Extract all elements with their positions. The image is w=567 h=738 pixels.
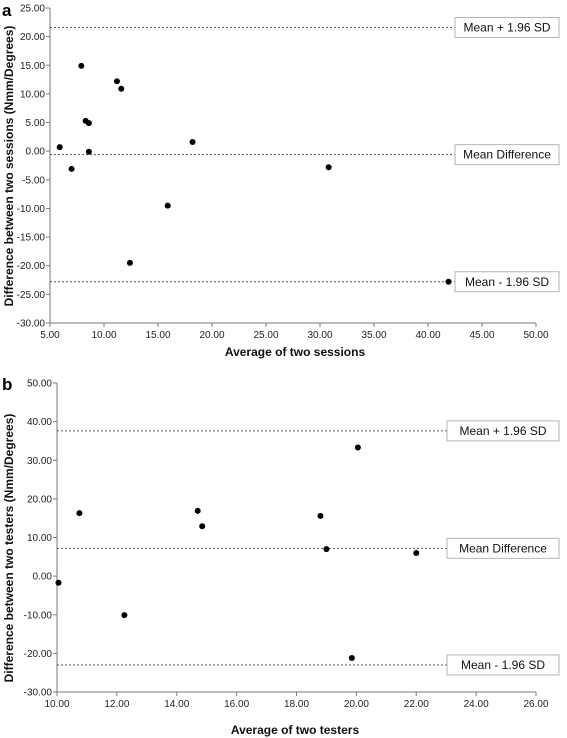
panel-a-x-tick-label: 50.00 <box>523 330 548 341</box>
panel-b-y-tick-label: 10.00 <box>27 533 52 544</box>
panel-a-x-tick-label: 15.00 <box>145 330 170 341</box>
panel-b-data-point <box>199 523 206 530</box>
panel-b-data-point <box>323 546 330 553</box>
panel-a-data-point <box>85 120 92 127</box>
panel-a-reference-label: Mean - 1.96 SD <box>465 275 549 289</box>
panel-a-reference-label: Mean Difference <box>463 148 551 162</box>
panel-a-y-tick-label: -5.00 <box>22 175 45 186</box>
panel-b-data-point <box>55 579 62 586</box>
panel-a-data-point <box>78 62 85 69</box>
panel-b-data-point <box>317 512 324 519</box>
panel-a-reference-label-box <box>454 16 560 38</box>
panel-b-x-tick-label: 24.00 <box>464 699 489 710</box>
panel-b-reference-label-box <box>446 654 560 676</box>
panel-a-y-tick-label: -30.00 <box>17 319 46 330</box>
panel-b-x-tick-label: 16.00 <box>224 699 249 710</box>
panel-a-y-tick-label: 25.00 <box>20 4 45 15</box>
panel-b-x-tick-label: 26.00 <box>523 699 548 710</box>
panel-a-data-point <box>113 78 120 85</box>
panel-b-reference-label-box <box>446 420 560 442</box>
panel-a-plot-area: 25.00 20.00 15.00 10.00 5.00 0.00 -5.00 -10.00 -… <box>17 4 560 341</box>
panel-a-letter: a <box>2 1 12 20</box>
panel-b-x-tick-label: 14.00 <box>164 699 189 710</box>
panel-a-data-point <box>164 202 171 209</box>
panel-b-reference-label: Mean - 1.96 SD <box>461 658 545 672</box>
panel-b-reference-label: Mean Difference <box>459 541 547 555</box>
panel-b-data-point <box>194 507 201 514</box>
panel-a-y-tick-label: 10.00 <box>20 89 45 100</box>
panel-a-x-tick-label: 10.00 <box>91 330 116 341</box>
panel-a-x-tick-label: 35.00 <box>361 330 386 341</box>
panel-a-y-tick-label: -20.00 <box>17 261 46 272</box>
panel-b-y-axis-title: Difference between two testers (Nmm/Degr… <box>2 414 16 683</box>
panel-b-x-tick-label: 18.00 <box>284 699 309 710</box>
panel-a-x-tick-label: 45.00 <box>469 330 494 341</box>
panel-b-data-point <box>354 444 361 451</box>
panel-b-reference-label: Mean + 1.96 SD <box>459 424 546 438</box>
panel-a-x-tick-label: 40.00 <box>415 330 440 341</box>
panel-b-y-tick-label: -20.00 <box>24 649 53 660</box>
panel-a-y-tick-label: -15.00 <box>17 233 46 244</box>
panel-a-reference-label-box <box>454 144 560 166</box>
panel-a-data-point <box>85 148 92 155</box>
panel-a-x-axis-title: Average of two sessions <box>225 345 366 359</box>
panel-a-data-point <box>56 144 63 151</box>
panel-b-data-point <box>121 612 128 619</box>
panel-b-y-tick-label: -10.00 <box>24 610 53 621</box>
panel-b-data-point <box>76 510 83 517</box>
panel-b-y-tick-label: 50.00 <box>27 379 52 390</box>
panel-b-x-tick-label: 20.00 <box>344 699 369 710</box>
panel-b-x-tick-label: 22.00 <box>404 699 429 710</box>
panel-b-data-point <box>348 655 355 662</box>
panel-a-reference-label: Mean + 1.96 SD <box>463 20 550 34</box>
panel-a-y-tick-label: -25.00 <box>17 290 46 301</box>
panel-a-y-axis-title: Difference between two sessions (Nmm/Deg… <box>2 26 16 307</box>
panel-b-x-tick-label: 12.00 <box>104 699 129 710</box>
panel-b-data-point <box>413 549 420 556</box>
panel-a-x-tick-label: 30.00 <box>307 330 332 341</box>
panel-a-x-tick-label: 20.00 <box>199 330 224 341</box>
panel-a-data-point <box>118 85 125 92</box>
panel-b-reference-label-box <box>446 537 560 559</box>
panel-b-plot-area: 50.00 40.00 30.00 20.00 10.00 0.00 -10.00 -20.0… <box>24 379 560 710</box>
panel-b-y-tick-label: -30.00 <box>24 688 53 699</box>
panel-a: a Difference between two sessions (Nmm/D… <box>2 1 560 359</box>
panel-a-data-point <box>68 165 75 172</box>
panel-a-y-tick-label: 15.00 <box>20 61 45 72</box>
panel-b-y-tick-label: 30.00 <box>27 456 52 467</box>
panel-b: b Difference between two testers (Nmm/De… <box>2 375 560 737</box>
panel-a-data-point <box>325 164 332 171</box>
panel-a-y-tick-label: 20.00 <box>20 32 45 43</box>
panel-a-x-tick-label: 5.00 <box>40 330 60 341</box>
panel-a-reference-label-box <box>454 271 560 293</box>
panel-b-x-axis-title: Average of two testers <box>231 723 360 737</box>
panel-b-y-tick-label: 0.00 <box>33 572 53 583</box>
panel-a-data-point <box>445 278 452 285</box>
panel-a-y-tick-label: 0.00 <box>26 147 46 158</box>
panel-b-y-tick-label: 40.00 <box>27 417 52 428</box>
panel-b-y-tick-label: 20.00 <box>27 494 52 505</box>
panel-a-y-tick-label: -10.00 <box>17 204 46 215</box>
panel-a-data-point <box>126 259 133 266</box>
panel-a-data-point <box>189 139 196 146</box>
panel-a-y-tick-label: 5.00 <box>26 118 46 129</box>
panel-b-letter: b <box>2 375 12 394</box>
panel-a-x-tick-label: 25.00 <box>253 330 278 341</box>
panel-b-x-tick-label: 10.00 <box>44 699 69 710</box>
